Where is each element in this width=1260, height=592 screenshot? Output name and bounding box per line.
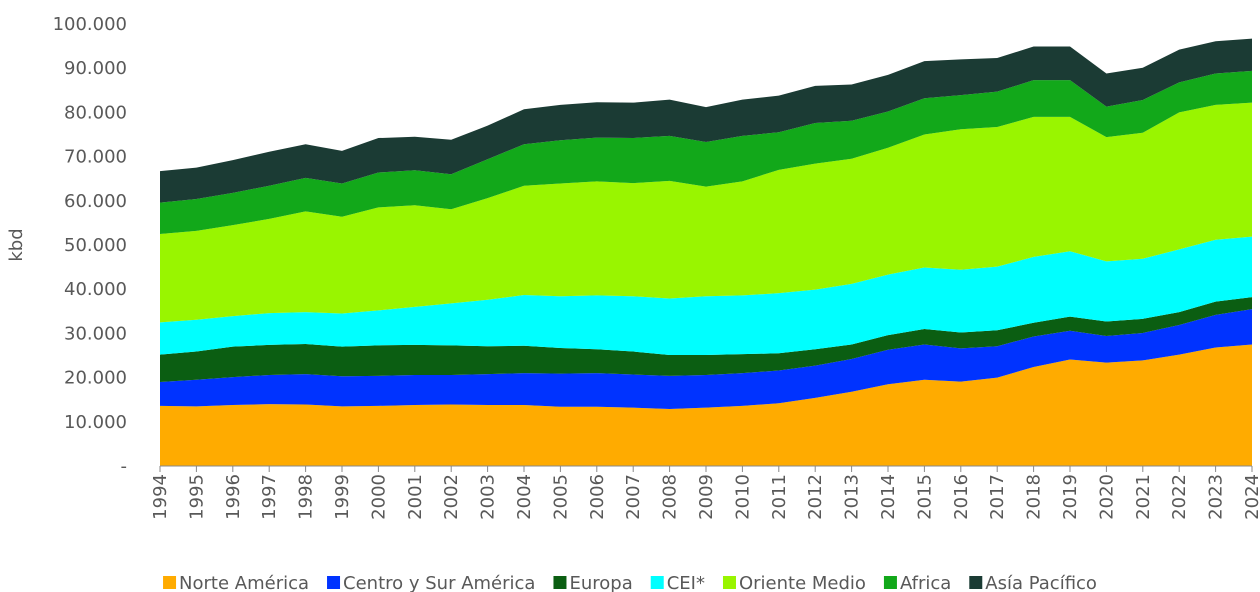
y-tick-label: 50.000 [64, 235, 127, 256]
legend-label: Norte América [179, 573, 309, 592]
x-tick-label: 2002 [441, 474, 462, 520]
area [160, 236, 1252, 356]
area [160, 102, 1252, 323]
x-tick-label: 2024 [1242, 474, 1260, 520]
legend-label: Europa [569, 573, 632, 592]
x-tick-label: 2000 [368, 474, 389, 520]
legend-label: Oriente Medio [739, 573, 866, 592]
area [160, 38, 1252, 203]
y-tick-label: 30.000 [64, 323, 127, 344]
legend: Norte América Centro y Sur América Europa C… [163, 573, 1097, 592]
x-tick-label: 1998 [296, 474, 317, 520]
y-axis-label: kbd [6, 228, 27, 261]
x-tick-label: 2009 [696, 474, 717, 520]
legend-swatch [722, 576, 736, 589]
y-tick-label: 70.000 [64, 147, 127, 168]
x-tick-label: 1999 [332, 474, 353, 520]
x-tick-label: 1994 [150, 474, 171, 520]
x-tick-label: 2012 [805, 474, 826, 520]
x-tick-label: 2008 [660, 474, 681, 520]
area [160, 70, 1252, 234]
y-tick-label: 20.000 [64, 368, 127, 389]
x-tick-label: 1996 [223, 474, 244, 520]
area [160, 344, 1252, 466]
x-tick-label: 2010 [732, 474, 753, 520]
area [160, 297, 1252, 383]
legend-swatch [553, 576, 567, 589]
legend-swatch [650, 576, 664, 589]
x-tick-label: 1997 [259, 474, 280, 520]
x-tick-label: 2015 [914, 474, 935, 520]
x-tick-label: 2005 [550, 474, 571, 520]
legend-swatch [883, 576, 897, 589]
legend-label: Africa [900, 573, 951, 592]
x-tick-label: 1995 [186, 474, 207, 520]
x-tick-label: 2004 [514, 474, 535, 520]
x-tick-label: 2023 [1206, 474, 1227, 520]
y-tick-label: 100.000 [53, 14, 127, 35]
x-tick-label: 2022 [1169, 474, 1190, 520]
x-tick-label: 2021 [1133, 474, 1154, 520]
x-tick-label: 2016 [951, 474, 972, 520]
y-tick-label: 40.000 [64, 279, 127, 300]
legend-swatch [163, 576, 177, 589]
x-tick-label: 2013 [842, 474, 863, 520]
legend-label: Centro y Sur América [343, 573, 535, 592]
legend-label: CEI* [667, 573, 705, 592]
x-tick-label: 2018 [1024, 474, 1045, 520]
area [160, 309, 1252, 409]
x-tick-label: 2007 [623, 474, 644, 520]
legend-label: Asía Pacífico [985, 573, 1097, 592]
x-tick-label: 2003 [478, 474, 499, 520]
x-tick-label: 2006 [587, 474, 608, 520]
x-tick-label: 2014 [878, 474, 899, 520]
x-tick-label: 2001 [405, 474, 426, 520]
x-tick-label: 2019 [1060, 474, 1081, 520]
y-tick-label: 10.000 [64, 412, 127, 433]
x-tick-label: 2017 [987, 474, 1008, 520]
y-tick-label: 60.000 [64, 191, 127, 212]
legend-swatch [327, 576, 341, 589]
y-tick-label: - [121, 456, 128, 477]
legend-swatch [969, 576, 983, 589]
x-tick-label: 2020 [1096, 474, 1117, 520]
y-tick-label: 80.000 [64, 102, 127, 123]
x-tick-label: 2011 [769, 474, 790, 520]
y-tick-label: 90.000 [64, 58, 127, 79]
